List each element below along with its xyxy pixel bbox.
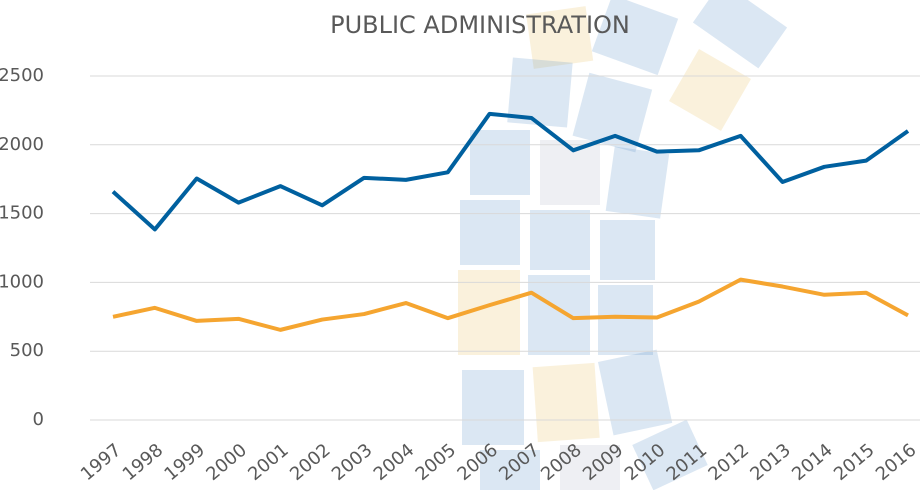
x-tick-label: 1997 [77,440,126,486]
line-series [111,111,910,232]
chart-title: PUBLIC ADMINISTRATION [330,11,630,39]
x-tick-label: 2012 [704,440,753,486]
y-tick-label: 2000 [0,134,44,155]
x-tick-label: 1999 [161,440,210,486]
x-tick-label: 2003 [328,440,377,486]
x-tick-label: 2015 [830,440,879,486]
x-tick-label: 2013 [746,440,795,486]
y-tick-label: 1500 [0,203,44,224]
x-tick-label: 2016 [872,440,920,486]
x-tick-label: 2014 [788,440,837,486]
line-series [112,277,909,332]
x-tick-label: 2004 [370,440,419,486]
x-tick-label: 2000 [202,440,251,486]
y-tick-label: 0 [33,409,44,430]
x-tick-label: 2002 [286,440,335,486]
x-tick-label: 1998 [119,440,168,486]
y-tick-label: 2500 [0,65,44,86]
x-tick-label: 2001 [244,440,293,486]
y-tick-label: 1000 [0,271,44,292]
watermark [458,0,788,490]
x-tick-label: 2005 [412,440,461,486]
y-tick-label: 500 [10,340,44,361]
